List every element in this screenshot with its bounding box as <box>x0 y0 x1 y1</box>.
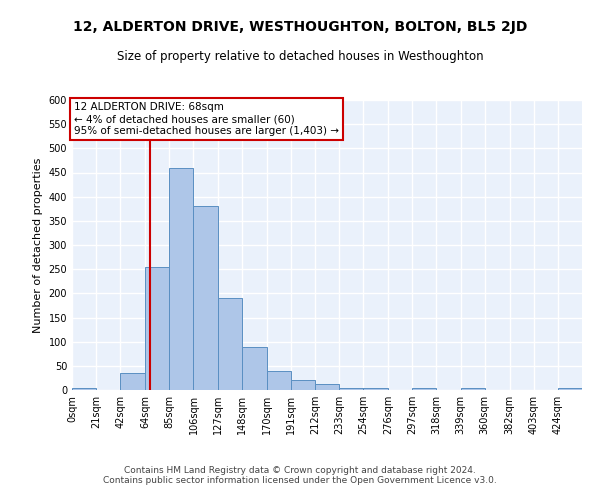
Bar <box>72 388 96 390</box>
Bar <box>339 388 363 390</box>
Bar <box>242 348 267 390</box>
Bar <box>193 206 218 390</box>
Text: 12 ALDERTON DRIVE: 68sqm
← 4% of detached houses are smaller (60)
95% of semi-de: 12 ALDERTON DRIVE: 68sqm ← 4% of detache… <box>74 102 339 136</box>
Bar <box>461 388 485 390</box>
Bar <box>120 373 145 390</box>
Bar <box>412 388 436 390</box>
Y-axis label: Number of detached properties: Number of detached properties <box>33 158 43 332</box>
Text: Contains HM Land Registry data © Crown copyright and database right 2024.
Contai: Contains HM Land Registry data © Crown c… <box>103 466 497 485</box>
Bar <box>363 388 388 390</box>
Text: Size of property relative to detached houses in Westhoughton: Size of property relative to detached ho… <box>116 50 484 63</box>
Text: 12, ALDERTON DRIVE, WESTHOUGHTON, BOLTON, BL5 2JD: 12, ALDERTON DRIVE, WESTHOUGHTON, BOLTON… <box>73 20 527 34</box>
Bar <box>315 384 339 390</box>
Bar <box>291 380 315 390</box>
Bar <box>267 370 291 390</box>
Bar <box>218 298 242 390</box>
Bar <box>145 267 169 390</box>
Bar <box>169 168 193 390</box>
Bar <box>558 388 582 390</box>
